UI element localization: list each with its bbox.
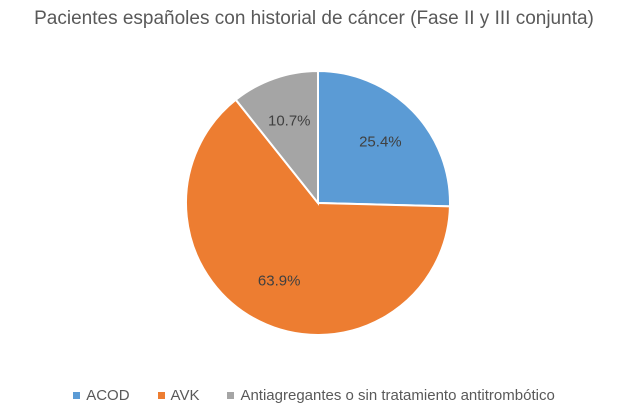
legend-label-avk: AVK: [170, 387, 200, 404]
legend-item-antiagregantes: Antiagregantes o sin tratamiento antitro…: [227, 387, 555, 404]
legend-label-acod: ACOD: [86, 387, 130, 404]
chart-title: Pacientes españoles con historial de cán…: [34, 8, 594, 29]
chart-legend: ACOD AVK Antiagregantes o sin tratamient…: [0, 387, 628, 404]
pie-slice-avk: [185, 98, 451, 336]
legend-swatch-antiagregantes: [227, 392, 235, 399]
legend-label-antiagregantes: Antiagregantes o sin tratamiento antitro…: [240, 387, 555, 404]
pie-slice-acod: [317, 69, 451, 208]
legend-swatch-avk: [157, 392, 165, 399]
legend-item-avk: AVK: [157, 387, 200, 404]
legend-item-acod: ACOD: [73, 387, 130, 404]
data-label-avk: 63.9%: [258, 272, 301, 289]
legend-swatch-acod: [73, 392, 81, 399]
data-label-acod: 25.4%: [359, 134, 402, 151]
pie-slice-antiagregantes: [234, 69, 319, 206]
data-label-antiagregantes: 10.7%: [268, 112, 311, 129]
